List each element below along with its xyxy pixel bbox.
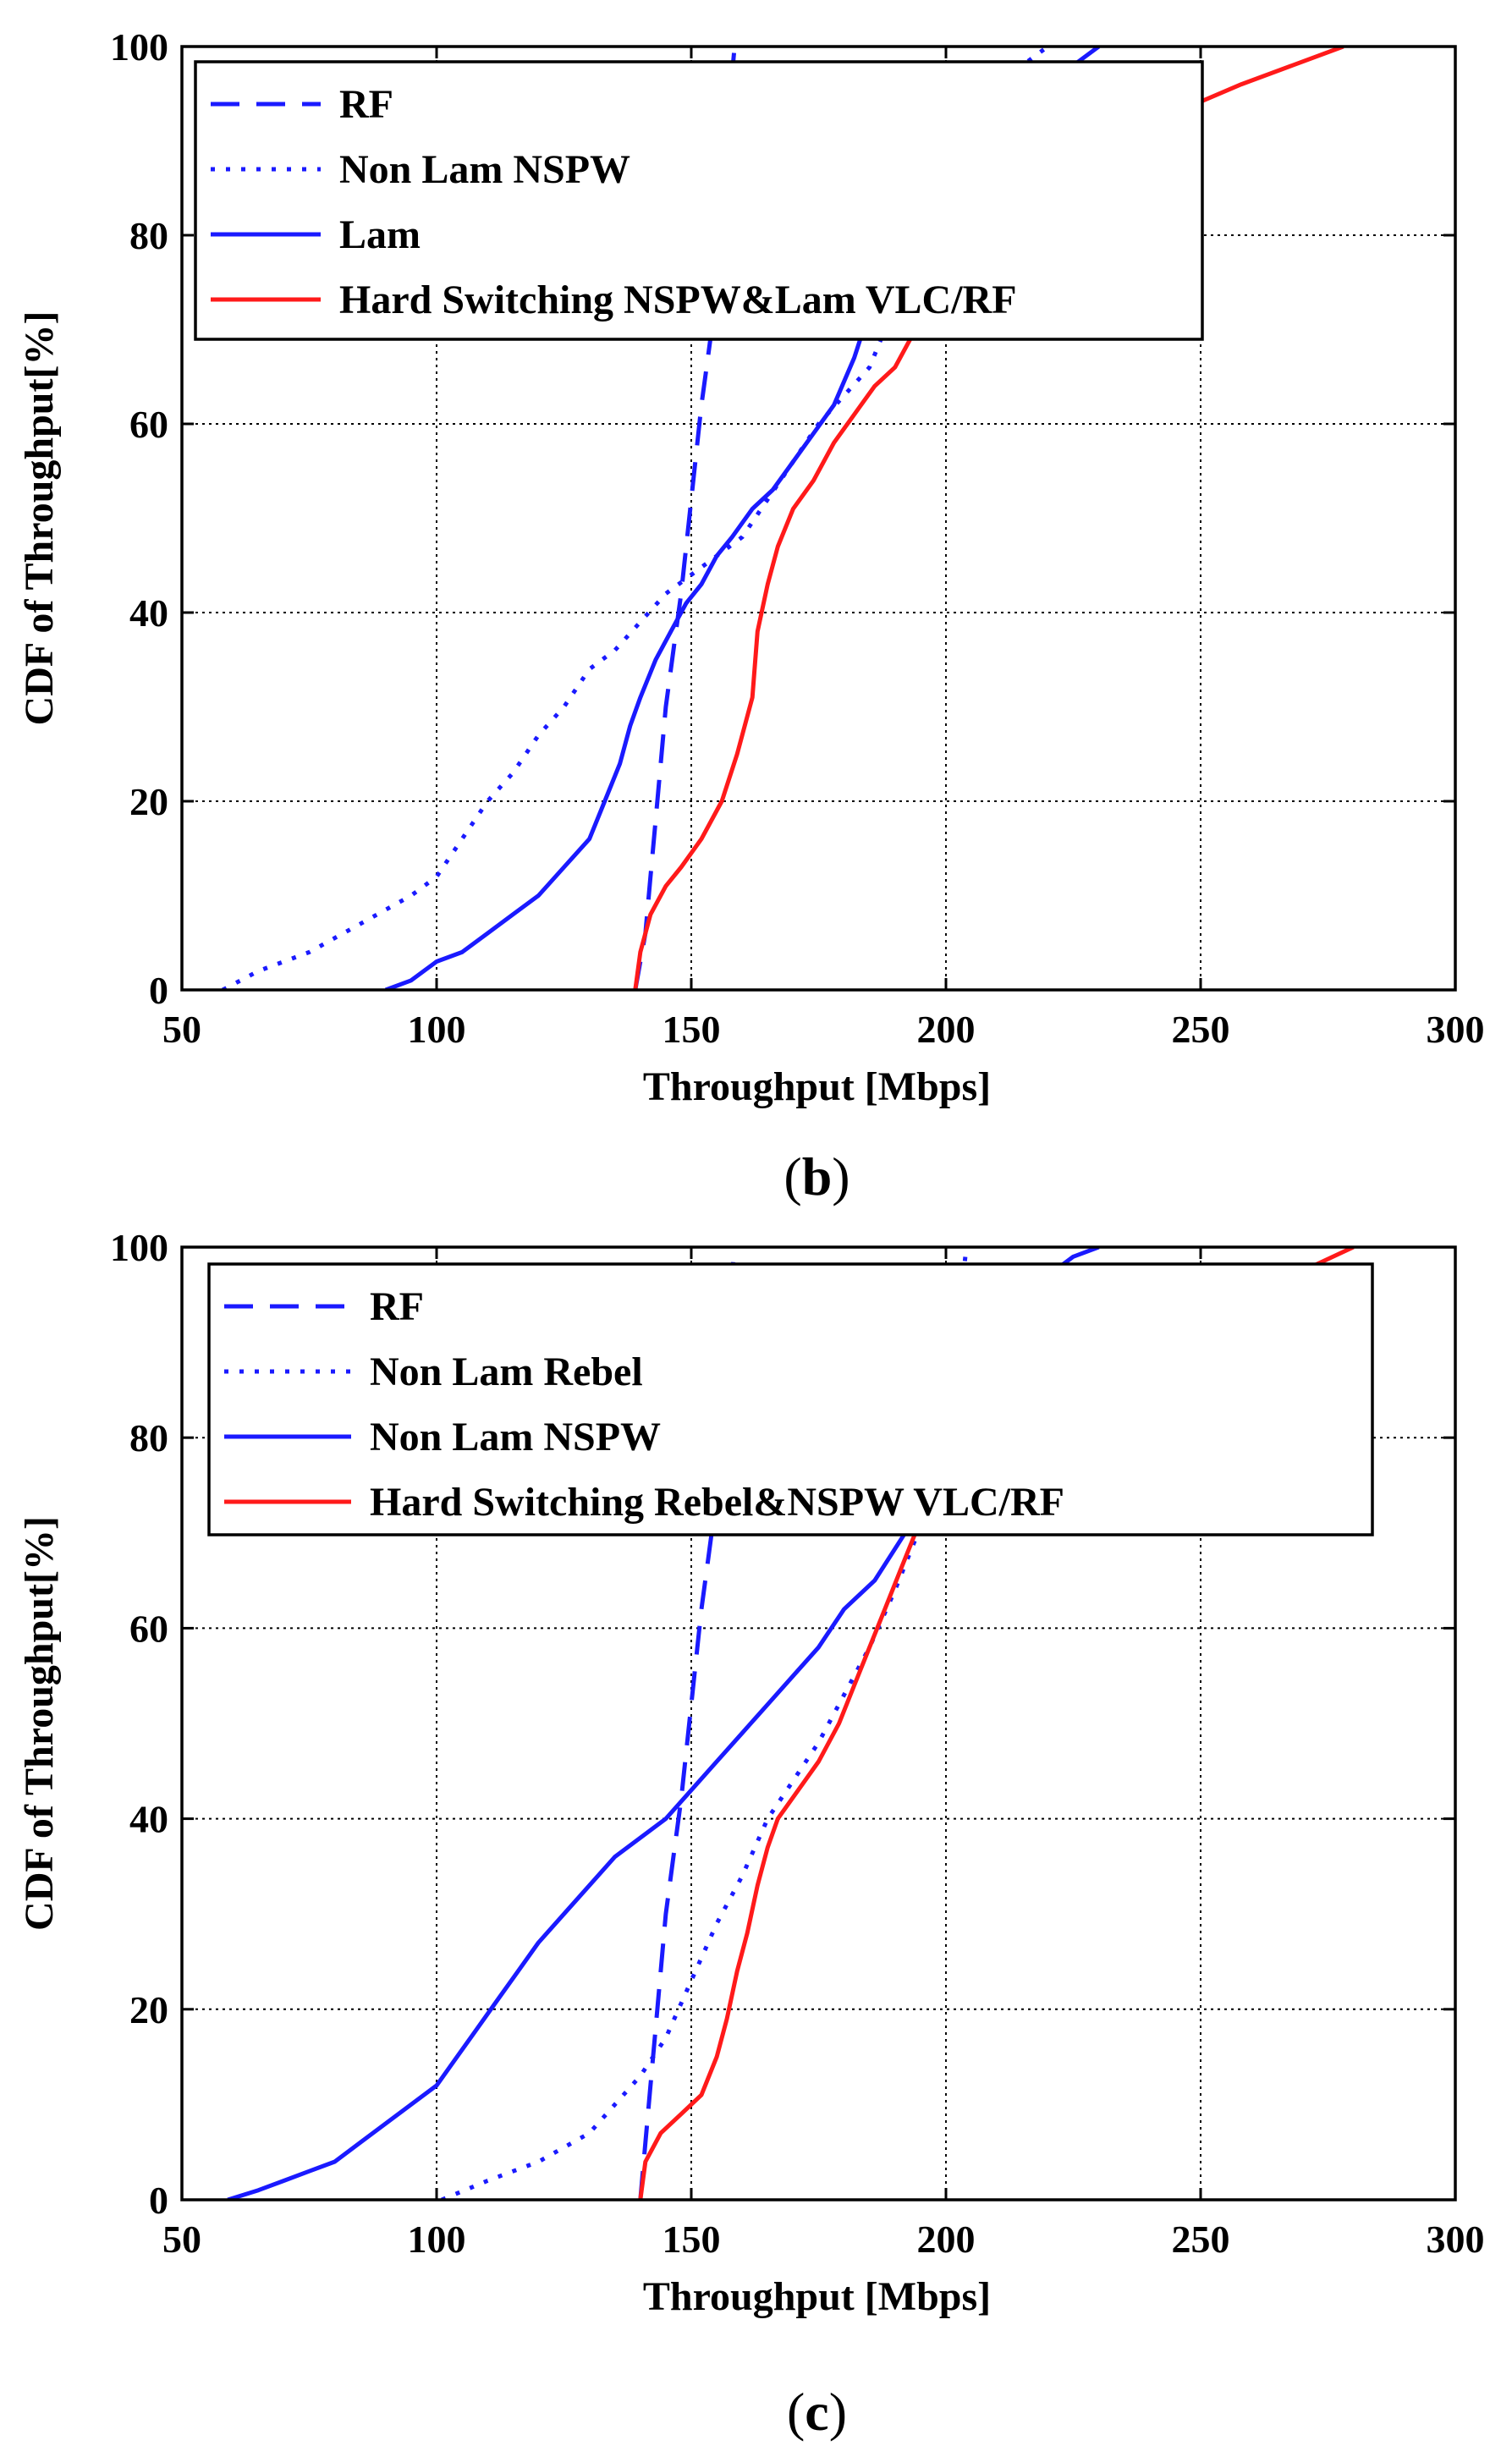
y-tick-label-b-60: 60	[129, 403, 168, 446]
x-tick-label-b-300: 300	[1427, 1008, 1485, 1051]
legend-label-c-1: RF	[370, 1284, 424, 1329]
x-axis-label-b: Throughput [Mbps]	[643, 1064, 991, 1109]
y-tick-label-c-80: 80	[129, 1416, 168, 1459]
series-line-b-2	[222, 47, 1049, 990]
y-tick-label-c-0: 0	[149, 2179, 168, 2222]
x-tick-label-c-200: 200	[917, 2218, 976, 2261]
x-tick-label-b-100: 100	[408, 1008, 466, 1051]
y-tick-label-c-40: 40	[129, 1798, 168, 1841]
legend-label-c-3: Non Lam NSPW	[370, 1415, 661, 1459]
x-tick-label-b-250: 250	[1172, 1008, 1230, 1051]
x-tick-label-c-150: 150	[663, 2218, 721, 2261]
x-tick-label-b-200: 200	[917, 1008, 976, 1051]
x-tick-label-c-100: 100	[408, 2218, 466, 2261]
panel-label-letter-c: c	[805, 2382, 828, 2442]
panel-label-close-c: )	[829, 2382, 847, 2442]
y-tick-label-b-0: 0	[149, 969, 168, 1012]
panel-label-c: (c)	[787, 2382, 847, 2442]
chart-panel-b: 50 100 150 200 250 300 0 20 40 60 80 100 Throughput …	[17, 25, 1485, 1207]
panel-label-letter-b: b	[802, 1146, 833, 1207]
legend-label-b-4: Hard Switching NSPW&Lam VLC/RF	[339, 278, 1017, 322]
legend-b: RF Non Lam NSPW Lam Hard Switching NSPW&Lam…	[194, 60, 1204, 341]
legend-label-b-1: RF	[339, 82, 393, 127]
y-tick-label-b-40: 40	[129, 591, 168, 635]
legend-label-b-3: Lam	[339, 212, 421, 257]
axes-frame-b	[180, 45, 1457, 992]
y-tick-label-c-100: 100	[110, 1226, 168, 1269]
y-axis-label-b: CDF of Throughput[%]	[17, 311, 62, 726]
x-tick-label-c-300: 300	[1427, 2218, 1485, 2261]
y-tick-label-c-20: 20	[129, 1988, 168, 2031]
legend-box-b	[194, 60, 1204, 341]
y-tick-label-b-100: 100	[110, 25, 168, 69]
x-axis-label-c: Throughput [Mbps]	[643, 2274, 991, 2319]
panel-label-close-b: )	[832, 1146, 849, 1207]
y-tick-label-b-20: 20	[129, 780, 168, 823]
x-tick-label-c-250: 250	[1172, 2218, 1230, 2261]
y-tick-label-b-80: 80	[129, 214, 168, 257]
legend-label-c-2: Non Lam Rebel	[370, 1349, 643, 1394]
legend-label-c-4: Hard Switching Rebel&NSPW VLC/RF	[370, 1480, 1064, 1525]
y-axis-label-c: CDF of Throughput[%]	[17, 1516, 62, 1931]
panel-label-open-b: (	[783, 1146, 801, 1207]
panel-label-open-c: (	[787, 2382, 805, 2442]
panel-label-b: (b)	[783, 1146, 849, 1207]
legend-c: RF Non Lam Rebel Non Lam NSPW Hard Switchin…	[207, 1262, 1374, 1536]
legend-label-b-2: Non Lam NSPW	[339, 147, 630, 192]
legend-box-c	[207, 1262, 1374, 1536]
chart-panel-c: 50 100 150 200 250 300 0 20 40 60 80 100 Throughput …	[17, 1226, 1485, 2442]
y-tick-label-c-60: 60	[129, 1607, 168, 1650]
x-tick-label-c-50: 50	[162, 2218, 201, 2261]
x-tick-label-b-150: 150	[663, 1008, 721, 1051]
x-tick-label-b-50: 50	[162, 1008, 201, 1051]
axes-frame-c	[180, 1245, 1457, 2201]
